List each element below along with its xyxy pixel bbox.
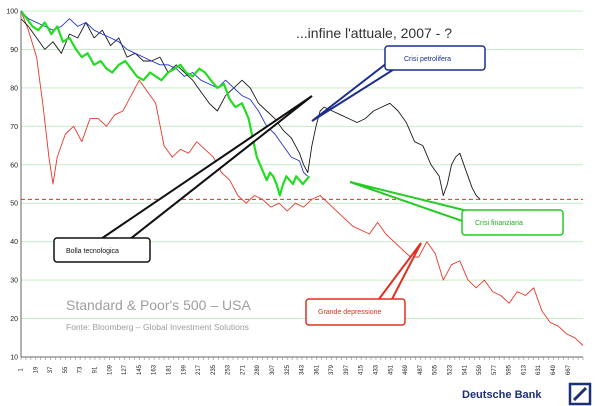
x-tick-label: 1 — [19, 368, 25, 372]
x-tick-label: 73 — [78, 366, 84, 373]
x-tick-label: 361 — [314, 364, 320, 375]
deutsche-bank-slash-icon — [568, 382, 592, 406]
y-tick-label: 40 — [10, 239, 18, 246]
callout-grande-depressione: Grande depressione — [305, 242, 422, 326]
x-tick-label: 271 — [240, 364, 246, 375]
x-tick-label: 343 — [300, 364, 306, 375]
callout-crisi-petrolifera-label: Crisi petrolifera — [404, 56, 451, 63]
y-tick-label: 50 — [10, 201, 18, 208]
x-tick-label: 559 — [477, 364, 483, 375]
callout-bolla-tecnologica-label: Bolla tecnologica — [66, 248, 119, 255]
y-tick-label: 70 — [10, 124, 18, 131]
callout-crisi-finanziaria: Crisi finanziaria — [349, 181, 564, 236]
x-tick-label: 253 — [226, 364, 232, 375]
x-tick-label: 667 — [566, 364, 572, 375]
callout-crisi-petrolifera: Crisi petrolifera — [311, 45, 486, 122]
x-tick-label: 19 — [33, 366, 39, 373]
callout-grande-depressione-label: Grande depressione — [318, 309, 382, 316]
x-tick-label: 595 — [507, 364, 513, 375]
x-tick-label: 307 — [270, 364, 276, 375]
x-tick-label: 487 — [418, 364, 424, 375]
watermark-source: Fonte: Bloomberg – Global Investment Sol… — [66, 322, 249, 332]
deutsche-bank-logo: Deutsche Bank — [462, 382, 592, 406]
series-line-1 — [20, 10, 584, 346]
x-tick-label: 217 — [196, 364, 202, 375]
callout-crisi-finanziaria-label: Crisi finanziaria — [475, 220, 523, 227]
x-tick-label: 37 — [48, 366, 54, 373]
x-tick-label: 451 — [388, 364, 394, 375]
watermark-title: Standard & Poor's 500 – USA — [66, 297, 251, 313]
chart-title: ...infine l'attuale, 2007 - ? — [296, 25, 452, 41]
x-tick-label: 325 — [285, 364, 291, 375]
x-tick-label: 415 — [359, 364, 365, 375]
y-tick-label: 100 — [6, 9, 18, 16]
y-tick-label: 80 — [10, 85, 18, 92]
x-tick-label: 235 — [211, 364, 217, 375]
brand-name: Deutsche Bank — [462, 389, 542, 401]
x-tick-label: 469 — [403, 364, 409, 375]
y-tick-label: 30 — [10, 278, 18, 285]
x-tick-label: 91 — [93, 366, 99, 373]
y-tick-label: 10 — [10, 355, 18, 362]
y-tick-label: 60 — [10, 162, 18, 169]
x-tick-label: 127 — [122, 364, 128, 375]
x-tick-label: 163 — [152, 364, 158, 375]
x-tick-label: 109 — [107, 364, 113, 375]
y-tick-label: 20 — [10, 316, 18, 323]
x-tick-label: 397 — [344, 364, 350, 375]
x-tick-label: 433 — [374, 364, 380, 375]
x-tick-label: 379 — [329, 364, 335, 375]
x-tick-label: 631 — [536, 364, 542, 375]
y-tick-label: 90 — [10, 47, 18, 54]
x-tick-label: 577 — [492, 364, 498, 375]
x-tick-label: 55 — [63, 366, 69, 373]
x-tick-label: 541 — [462, 364, 468, 375]
callout-bolla-tecnologica: Bolla tecnologica — [53, 95, 313, 263]
x-tick-label: 289 — [255, 364, 261, 375]
x-tick-label: 649 — [551, 364, 557, 375]
x-tick-label: 199 — [181, 364, 187, 375]
x-tick-label: 523 — [447, 364, 453, 375]
x-tick-label: 181 — [166, 364, 172, 375]
series-line-4 — [20, 10, 311, 197]
series-line-2 — [20, 18, 481, 200]
x-tick-label: 613 — [521, 364, 527, 375]
x-tick-label: 505 — [433, 364, 439, 375]
x-tick-label: 145 — [137, 364, 143, 375]
